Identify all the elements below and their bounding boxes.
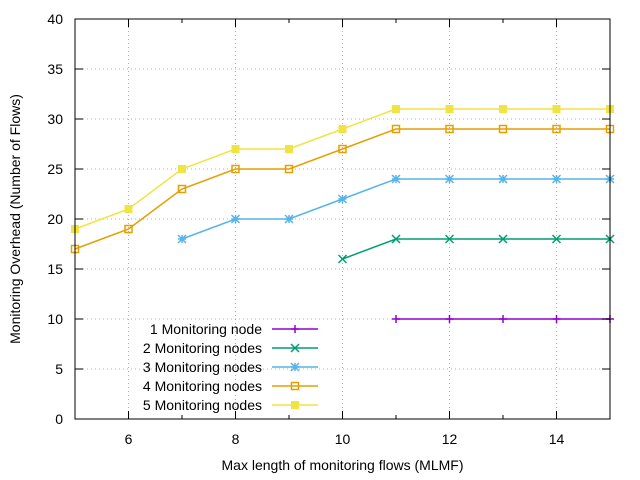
y-tick-label: 0 (55, 411, 63, 427)
series-4-point (498, 124, 508, 134)
series-line-2 (342, 238, 610, 260)
series-5-point (124, 205, 133, 213)
series-4-point (552, 124, 561, 134)
y-tick-label: 5 (55, 361, 63, 377)
y-tick-label: 10 (47, 311, 63, 327)
legend-marker-5 (291, 401, 299, 409)
series-3-point (391, 174, 401, 184)
legend-label-5: 5 Monitoring nodes (143, 397, 262, 413)
series-1-point (552, 315, 561, 323)
axis-ticks: 0 5 10 15 20 25 30 35 40 6 8 10 12 14 (47, 11, 611, 447)
series-4-point (445, 124, 454, 134)
series-5-point (285, 145, 293, 153)
series-1 (392, 315, 614, 323)
series-3 (177, 174, 615, 244)
series-4-point (124, 224, 133, 234)
y-tick-label: 35 (47, 61, 63, 77)
legend-label-4: 4 Monitoring nodes (143, 378, 262, 394)
series-4-point (284, 164, 294, 174)
legend-label-3: 3 Monitoring nodes (143, 359, 262, 375)
series-2-point (498, 234, 508, 244)
x-tick-label: 8 (232, 431, 240, 447)
legend-marker-2 (290, 343, 300, 353)
x-tick-label: 10 (335, 431, 351, 447)
series-4-point (338, 144, 347, 154)
series-1-point (445, 315, 454, 323)
series-5 (71, 105, 614, 233)
series-5-point (231, 145, 240, 153)
series-3-point (177, 234, 187, 244)
x-tick-label: 6 (125, 431, 133, 447)
legend-marker-4 (290, 381, 300, 391)
series-4-point (391, 124, 401, 134)
series-layer (70, 105, 615, 323)
series-1-point (392, 315, 400, 323)
legend-marker-1 (291, 325, 299, 333)
y-tick-label: 25 (47, 161, 63, 177)
series-3-point (337, 194, 348, 204)
y-axis-label: Monitoring Overhead (Number of Flows) (7, 94, 23, 344)
series-5-point (338, 125, 347, 133)
series-4-point (177, 184, 187, 194)
series-3-point (551, 174, 562, 184)
series-4-point (231, 164, 240, 174)
series-5-point (499, 105, 507, 113)
series-2-point (337, 254, 348, 264)
y-tick-label: 30 (47, 111, 63, 127)
series-3-point (284, 214, 294, 224)
series-1-point (499, 315, 507, 323)
series-line-4 (74, 128, 610, 250)
x-tick-label: 12 (442, 431, 458, 447)
y-tick-label: 20 (47, 211, 63, 227)
series-5-point (445, 105, 454, 113)
legend-label-1: 1 Monitoring node (150, 321, 262, 337)
series-3-point (230, 214, 241, 224)
series-2-point (551, 234, 562, 244)
legend-marker-3 (290, 362, 300, 372)
y-tick-label: 15 (47, 261, 63, 277)
series-line-3 (181, 178, 610, 240)
series-2 (337, 234, 615, 264)
series-5-point (178, 165, 186, 173)
series-3-point (444, 174, 455, 184)
series-5-point (392, 105, 400, 113)
legend: 1 Monitoring node 2 Monitoring nodes 3 Mon… (143, 321, 318, 413)
series-2-point (391, 234, 401, 244)
series-3-point (498, 174, 508, 184)
series-4 (70, 124, 615, 254)
y-tick-label: 40 (47, 11, 63, 27)
x-axis-label: Max length of monitoring flows (MLMF) (222, 457, 464, 473)
x-tick-label: 14 (549, 431, 565, 447)
series-2-point (444, 234, 455, 244)
series-5-point (552, 105, 561, 113)
legend-label-2: 2 Monitoring nodes (143, 340, 262, 356)
